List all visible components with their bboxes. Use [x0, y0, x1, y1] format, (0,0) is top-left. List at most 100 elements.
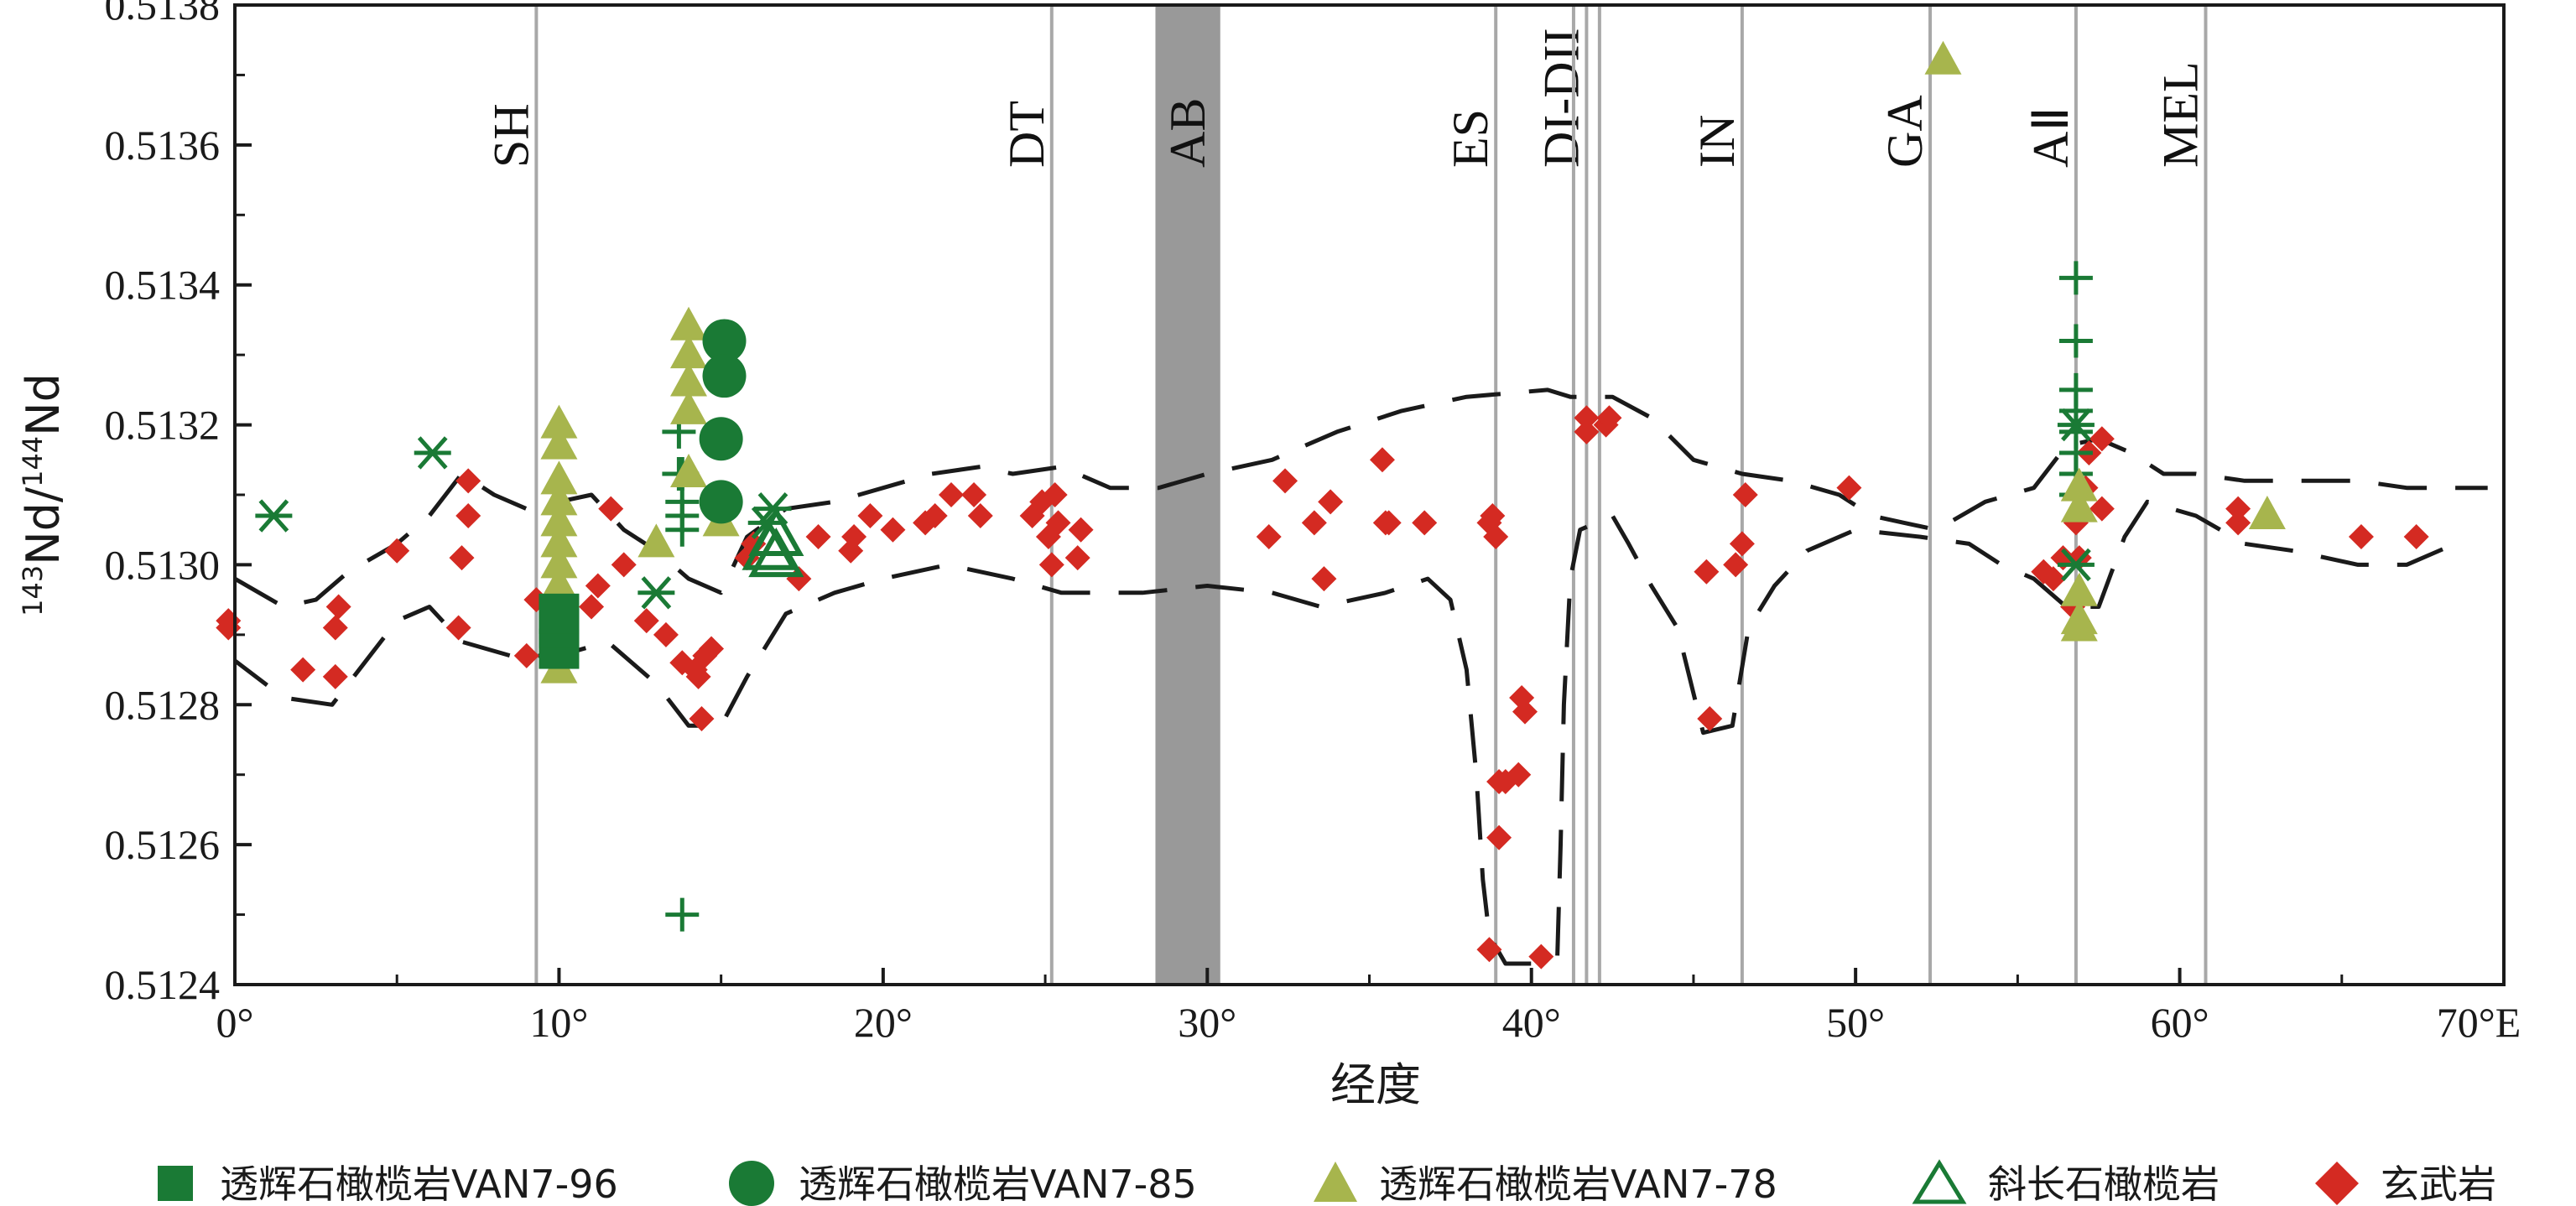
point-diamond	[1574, 418, 1600, 444]
point-diamond	[1697, 705, 1723, 731]
point-diamond	[1476, 937, 1502, 963]
point-asterisk	[414, 436, 451, 470]
x-tick-label: 70°E	[2437, 999, 2521, 1046]
point-diamond	[1723, 552, 1749, 578]
point-triangle	[540, 481, 578, 516]
point-open-triangle	[748, 506, 804, 557]
y-axis-title-sup1: 143	[17, 565, 49, 616]
point-diamond	[1369, 447, 1395, 473]
point-diamond	[449, 545, 475, 571]
x-tick-label: 20°	[854, 999, 913, 1046]
y-tick-label: 0.5126	[105, 821, 221, 868]
point-triangle	[2060, 607, 2098, 642]
legend-label-van7-85: 透辉石橄榄岩VAN7-85	[799, 1162, 1197, 1206]
point-triangle	[2060, 467, 2098, 502]
ridge-label-di-dii: DI-DII	[1533, 28, 1589, 168]
point-diamond	[2348, 524, 2374, 550]
point-diamond	[633, 608, 659, 634]
point-diamond	[1528, 943, 1554, 969]
point-diamond	[290, 657, 316, 683]
legend-square-marker	[158, 1166, 193, 1201]
point-plus	[665, 512, 700, 547]
y-axis-title-mid: Nd/	[17, 486, 70, 565]
legend-label-basalt: 玄武岩	[2381, 1162, 2496, 1206]
ridge-label-mel: MEL	[2152, 61, 2208, 168]
point-diamond	[1412, 510, 1438, 536]
point-diamond	[1042, 482, 1068, 507]
point-triangle	[637, 523, 675, 558]
y-tick-label: 0.5128	[105, 681, 221, 728]
point-triangle	[670, 306, 707, 340]
point-triangle	[540, 502, 578, 537]
point-triangle	[2060, 572, 2098, 606]
point-diamond	[1038, 552, 1064, 578]
y-axis-title: 143Nd/144Nd	[17, 373, 70, 616]
point-asterisk	[637, 576, 675, 610]
point-asterisk	[255, 499, 293, 533]
point-diamond	[1480, 503, 1506, 529]
point-diamond	[1272, 468, 1298, 494]
point-diamond	[1068, 517, 1094, 543]
point-diamond	[685, 663, 711, 689]
point-diamond	[1574, 405, 1600, 431]
point-diamond	[2225, 510, 2251, 536]
point-diamond	[611, 552, 637, 578]
y-tick-label: 0.5134	[105, 262, 221, 309]
point-triangle	[2060, 488, 2098, 522]
point-plus	[2058, 261, 2093, 295]
point-diamond	[322, 663, 348, 689]
point-diamond	[1483, 524, 1509, 550]
ridge-label-in: IN	[1689, 115, 1745, 168]
point-diamond	[1596, 405, 1622, 431]
point-diamond	[1311, 566, 1337, 592]
y-tick-label: 0.5138	[105, 0, 221, 29]
point-circle	[702, 354, 747, 398]
point-plus	[665, 897, 700, 932]
point-diamond	[1512, 699, 1538, 725]
x-tick-label: 10°	[529, 999, 588, 1046]
point-asterisk	[2057, 548, 2095, 582]
point-triangle	[670, 335, 707, 369]
point-triangle	[540, 544, 578, 579]
point-diamond	[325, 594, 351, 620]
ridge-label-aⅱ: AⅡ	[2023, 107, 2079, 168]
y-tick-label: 0.5132	[105, 402, 221, 449]
point-diamond	[1064, 545, 1090, 571]
x-axis-title: 经度	[1330, 1058, 1421, 1111]
legend-label-van7-78: 透辉石橄榄岩VAN7-78	[1379, 1162, 1777, 1206]
point-triangle	[540, 404, 578, 439]
point-diamond	[967, 503, 993, 529]
legend-item-plagioclase: 斜长石橄榄岩	[1912, 1159, 2220, 1206]
ab-band	[1155, 5, 1220, 985]
y-tick-label: 0.5136	[105, 122, 221, 169]
ridge-label-dt: DT	[999, 101, 1054, 168]
point-diamond	[699, 636, 725, 662]
y-axis-title-sup2: 144	[17, 436, 49, 487]
point-diamond	[1486, 824, 1512, 850]
ridge-label-sh: SH	[483, 103, 539, 168]
point-diamond	[2040, 566, 2066, 592]
point-open-triangle	[748, 527, 804, 578]
point-triangle	[670, 362, 707, 397]
x-tick-label: 30°	[1178, 999, 1236, 1046]
point-circle	[702, 319, 747, 363]
point-diamond	[579, 594, 605, 620]
legend-diamond-marker	[2315, 1162, 2359, 1205]
point-triangle	[670, 390, 707, 424]
point-triangle	[540, 425, 578, 460]
point-square	[539, 593, 580, 634]
point-diamond	[1732, 482, 1758, 507]
point-diamond	[653, 621, 679, 647]
point-triangle	[1924, 40, 1962, 75]
ridge-label-ga: GA	[1877, 95, 1933, 168]
legend-item-basalt: 玄武岩	[2315, 1162, 2496, 1206]
point-diamond	[2403, 524, 2429, 550]
legend-open-triangle-marker	[1912, 1159, 1967, 1204]
y-tick-label: 0.5124	[105, 961, 221, 1008]
point-diamond	[841, 524, 867, 550]
x-tick-label: 60°	[2151, 999, 2209, 1046]
point-diamond	[1045, 510, 1071, 536]
point-diamond	[857, 503, 883, 529]
point-diamond	[689, 705, 715, 731]
